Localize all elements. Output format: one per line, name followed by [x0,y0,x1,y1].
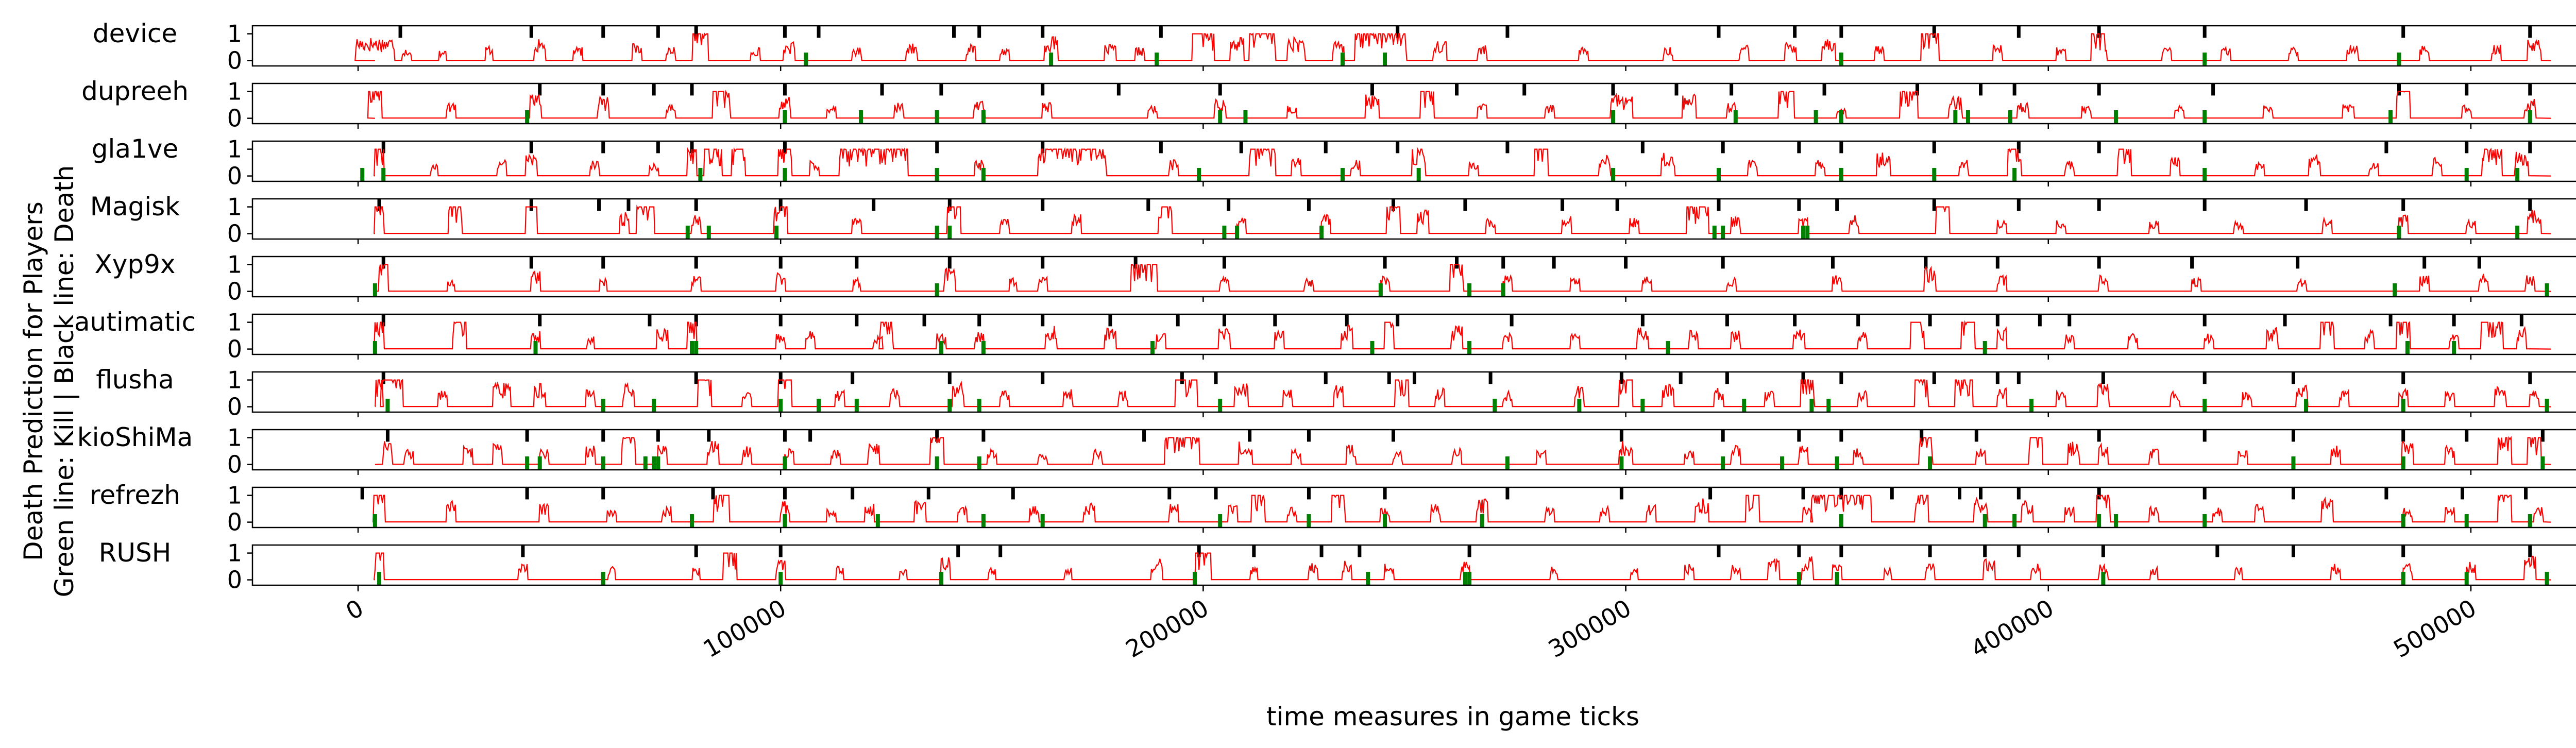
prediction-line [375,379,2551,407]
y-tick-label: 1 [227,539,242,567]
chart-panels: device01dupreeh01gla1ve01Magisk01Xyp9x01… [74,19,2576,594]
panel-frame [251,25,2576,67]
panel-autimatic: autimatic 01 [74,307,2576,363]
prediction-line [354,32,2551,61]
x-tick-label: 0 [341,594,368,625]
y-tick-label: 1 [227,424,242,452]
player-label: flusha [96,365,174,395]
panel-device: device 01 [93,19,2576,75]
player-label: device [93,19,177,48]
panel-frame [251,544,2576,586]
y-tick-label: 0 [227,162,242,190]
y-tick-label: 1 [227,482,242,509]
player-label: gla1ve [92,134,178,164]
prediction-line [375,436,2551,465]
prediction-line [374,147,2551,177]
y-tick-label: 1 [227,193,242,221]
player-label: dupreeh [81,76,189,106]
prediction-line [367,89,2551,119]
y-tick-label: 0 [227,47,242,75]
y-tick-label: 0 [227,393,242,421]
y-axis-label-line-2: Green line: Kill | Black line: Death [49,165,79,598]
y-tick-label: 0 [227,566,242,594]
panel-frame [251,140,2576,182]
x-tick-label: 300000 [1544,594,1636,664]
x-axis: 0 100000 200000 300000 400000 500000 [341,585,2481,663]
panel-dupreeh: dupreeh 01 [81,76,2576,132]
y-tick-label: 0 [227,105,242,132]
panel-Xyp9x: Xyp9x 01 [95,249,2576,305]
panel-flusha: flusha 01 [96,365,2576,421]
y-tick-label: 1 [227,251,242,279]
x-axis-label: time measures in game ticks [1266,702,1639,732]
y-tick-label: 0 [227,335,242,363]
player-label: RUSH [99,538,172,568]
panel-frame [251,313,2576,355]
panel-frame [251,429,2576,471]
y-tick-label: 1 [227,366,242,394]
panel-frame [251,486,2576,529]
prediction-line [374,205,2551,234]
panel-Magisk: Magisk 01 [90,192,2576,248]
y-tick-label: 0 [227,278,242,305]
y-tick-label: 1 [227,309,242,336]
player-label: Xyp9x [95,249,176,279]
x-tick-label: 400000 [1966,594,2058,664]
y-axis-label-line-1: Death Prediction for Players [19,201,48,561]
player-label: autimatic [74,307,196,337]
y-tick-label: 1 [227,20,242,48]
panel-refrezh: refrezh 01 [90,480,2576,536]
x-tick-label: 100000 [699,594,791,664]
y-tick-label: 1 [227,78,242,106]
y-tick-label: 1 [227,135,242,163]
y-tick-label: 0 [227,220,242,248]
panel-kioShiMa: kioShiMa 01 [77,422,2576,479]
prediction-line [374,320,2551,350]
prediction-line [375,264,2551,292]
panel-frame [251,82,2576,125]
panel-frame [251,256,2576,298]
panel-frame [251,198,2576,240]
y-tick-label: 0 [227,508,242,536]
prediction-line [372,494,2551,523]
panel-gla1ve: gla1ve 01 [92,134,2576,190]
panel-frame [251,371,2576,413]
panel-RUSH: RUSH 01 [99,538,2576,594]
y-tick-label: 0 [227,451,242,479]
player-label: Magisk [90,192,180,222]
player-label: kioShiMa [77,422,193,452]
player-label: refrezh [90,480,180,510]
x-tick-label: 200000 [1121,594,1213,664]
y-axis-label: Death Prediction for Players Green line:… [19,165,79,598]
prediction-line [374,552,2551,581]
x-tick-label: 500000 [2388,594,2481,664]
